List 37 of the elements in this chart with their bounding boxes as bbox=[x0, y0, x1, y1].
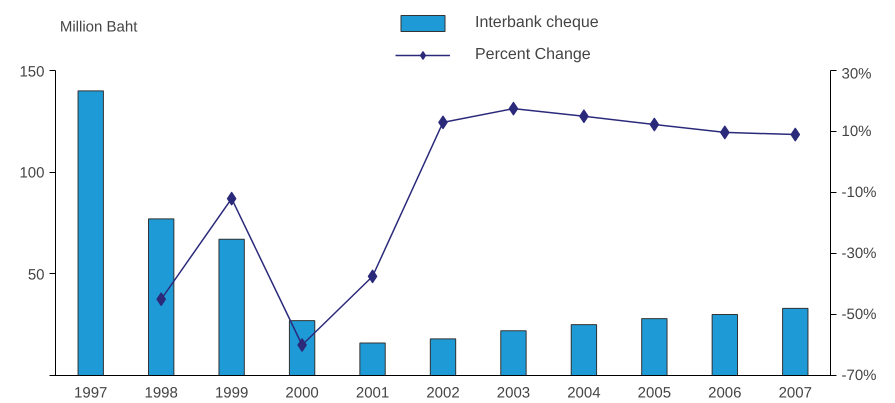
point bbox=[156, 292, 166, 306]
x-tick-label: 1997 bbox=[74, 384, 108, 402]
y2-tick-label: -30% bbox=[842, 245, 877, 262]
y-tick-label: 150 bbox=[19, 64, 45, 80]
y2-tick-label: -70% bbox=[842, 367, 877, 384]
x-tick-label: 2005 bbox=[638, 384, 672, 402]
point bbox=[790, 128, 800, 142]
legend-label: Interbank cheque bbox=[475, 14, 599, 32]
bar bbox=[148, 218, 174, 376]
bar bbox=[218, 238, 245, 376]
y-tick-label: 100 bbox=[19, 164, 45, 182]
x-tick-label: 1998 bbox=[144, 384, 178, 402]
y-tick-label: 50 bbox=[28, 266, 45, 284]
x-tick-label: 2002 bbox=[426, 384, 460, 402]
bar bbox=[288, 320, 316, 376]
y2-tick-label: 10% bbox=[842, 123, 872, 140]
x-tick-label: 2006 bbox=[708, 384, 742, 402]
point bbox=[720, 125, 730, 140]
x-tick-label: 2007 bbox=[778, 384, 812, 402]
bar bbox=[641, 318, 668, 376]
x-tick-label: 2003 bbox=[496, 384, 530, 402]
x-tick-label: 2001 bbox=[356, 384, 390, 402]
y2-tick-label: 30% bbox=[842, 66, 872, 82]
bar bbox=[78, 90, 104, 376]
bar bbox=[712, 314, 738, 376]
bar bbox=[570, 324, 598, 376]
bar bbox=[500, 330, 527, 376]
bar bbox=[430, 338, 456, 376]
legend-label: Percent Change bbox=[475, 46, 591, 64]
x-tick-label: 1999 bbox=[214, 384, 248, 402]
y2-tick-label: -50% bbox=[842, 306, 877, 323]
y2-tick-label: -10% bbox=[842, 184, 877, 201]
x-tick-label: 2004 bbox=[567, 384, 601, 402]
bar bbox=[359, 342, 386, 376]
y-axis-title: Million Baht bbox=[60, 18, 138, 36]
bar bbox=[782, 308, 808, 376]
x-tick-label: 2000 bbox=[285, 384, 319, 402]
